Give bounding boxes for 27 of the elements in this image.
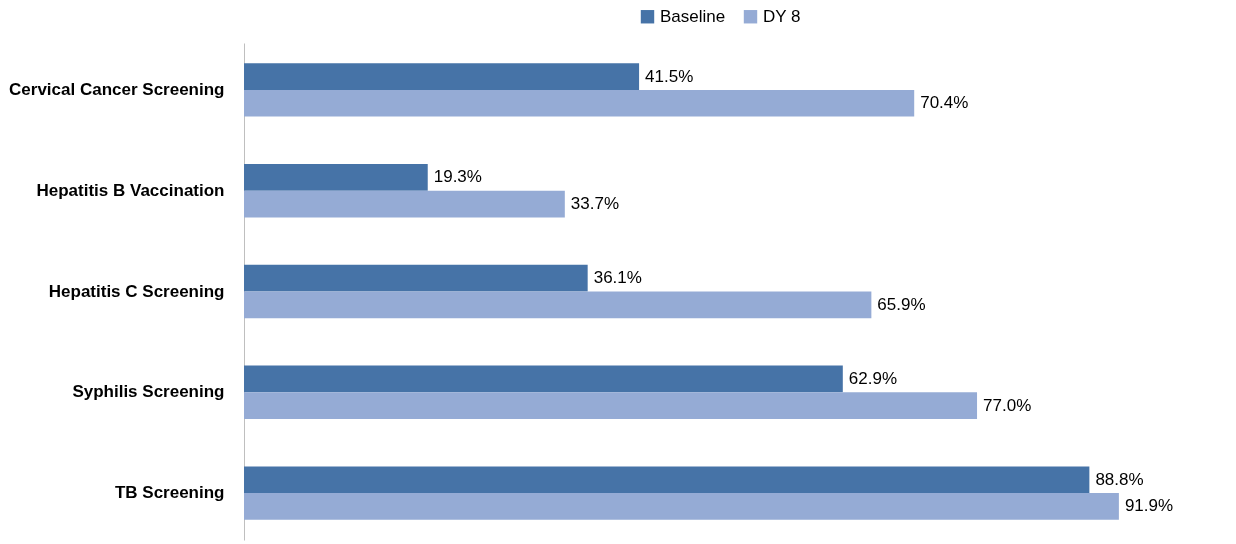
bar xyxy=(244,63,640,90)
data-label: 36.1% xyxy=(593,268,642,288)
y-tick-label: Hepatitis B Vaccination xyxy=(36,180,225,200)
legend-label: Baseline xyxy=(660,6,726,26)
data-label: 65.9% xyxy=(877,294,926,314)
bar xyxy=(244,466,1090,494)
bar xyxy=(244,163,428,191)
y-tick-label: TB Screening xyxy=(114,483,225,503)
bar xyxy=(244,291,872,319)
bar xyxy=(244,89,915,117)
data-label: 91.9% xyxy=(1124,496,1174,516)
data-label: 62.9% xyxy=(848,368,898,388)
y-tick-label: Cervical Cancer Screening xyxy=(9,79,225,99)
bar xyxy=(244,493,1119,520)
data-label: 88.8% xyxy=(1095,469,1144,489)
bar xyxy=(244,365,843,393)
data-label: 77.0% xyxy=(983,395,1032,415)
bar xyxy=(244,190,565,218)
data-label: 33.7% xyxy=(570,194,620,214)
bar xyxy=(244,392,978,420)
y-tick-label: Syphilis Screening xyxy=(72,382,225,402)
legend-label: DY 8 xyxy=(763,6,801,26)
data-label: 19.3% xyxy=(433,167,482,187)
y-tick-label: Hepatitis C Screening xyxy=(48,281,225,301)
bar xyxy=(244,264,588,292)
data-label: 70.4% xyxy=(920,93,969,113)
data-label: 41.5% xyxy=(645,66,694,86)
